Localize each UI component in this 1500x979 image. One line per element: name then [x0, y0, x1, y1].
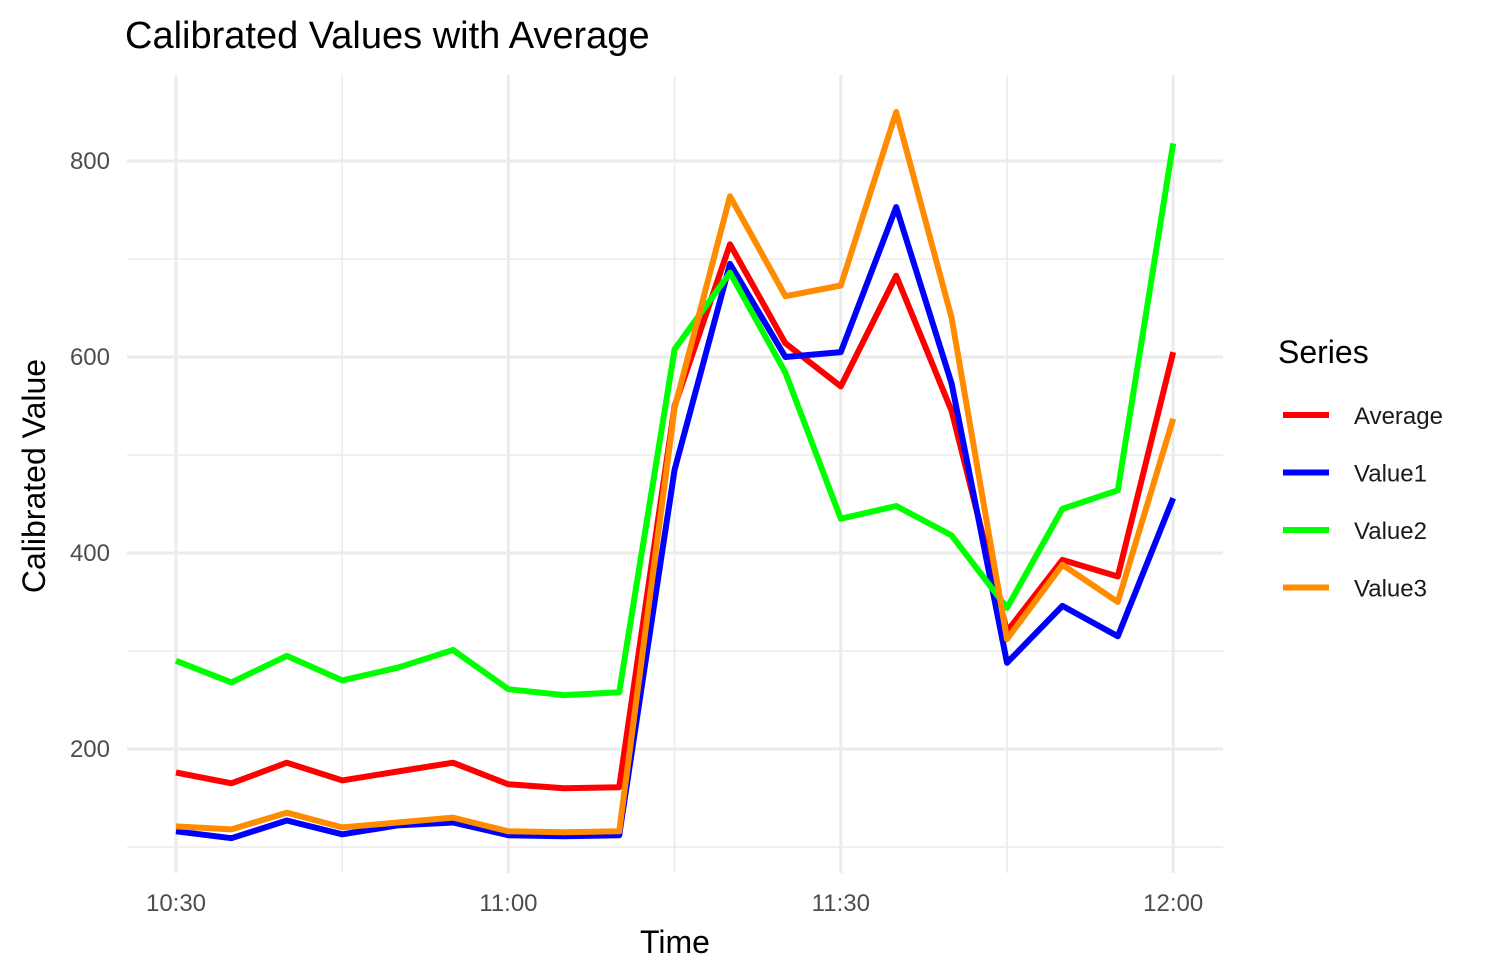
x-axis-ticks: 10:30 11:00 11:30 12:00	[146, 890, 1203, 917]
y-axis-ticks: 200 400 600 800	[70, 148, 110, 763]
legend-label-value3: Value3	[1354, 576, 1427, 603]
x-tick-label: 10:30	[146, 890, 206, 917]
x-axis-title: Time	[640, 924, 710, 960]
legend: Series Average Value1 Value2 Value3	[1278, 334, 1443, 603]
legend-label-average: Average	[1354, 403, 1443, 430]
series-line-value2	[174, 142, 1177, 699]
series-line-value1	[175, 204, 1176, 842]
chart-title: Calibrated Values with Average	[125, 15, 650, 57]
grid	[127, 75, 1223, 873]
series-lines	[174, 109, 1177, 842]
series-line-value3	[175, 109, 1177, 836]
legend-label-value2: Value2	[1354, 518, 1427, 545]
legend-label-value1: Value1	[1354, 461, 1427, 488]
y-tick-label: 200	[70, 736, 110, 763]
y-axis-title: Calibrated Value	[16, 359, 52, 593]
legend-items: Average Value1 Value2 Value3	[1283, 403, 1443, 603]
legend-title: Series	[1278, 334, 1369, 370]
x-tick-label: 11:00	[479, 890, 537, 917]
x-tick-label: 11:30	[812, 890, 870, 917]
y-tick-label: 400	[70, 540, 110, 567]
y-tick-label: 800	[70, 148, 110, 175]
x-tick-label: 12:00	[1143, 890, 1203, 917]
y-tick-label: 600	[70, 344, 110, 371]
